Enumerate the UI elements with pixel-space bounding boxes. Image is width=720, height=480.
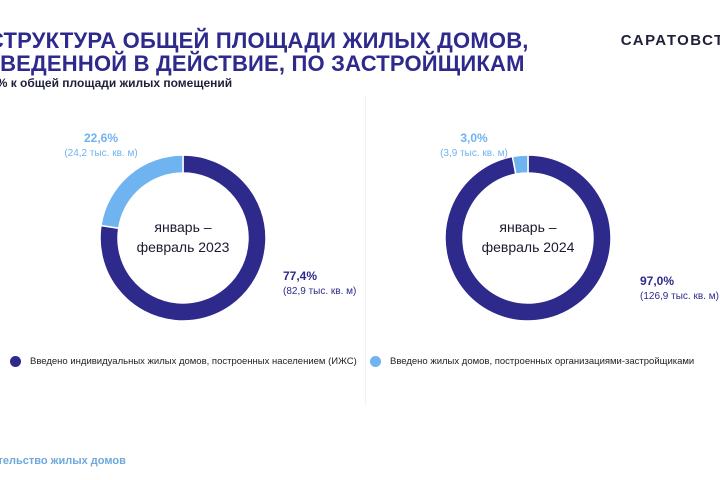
donut-center-label: февраль 2023	[137, 239, 230, 255]
slice-area-label: (3,9 тыс. кв. м)	[440, 148, 508, 159]
donut-slice-developers	[511, 154, 529, 176]
legend-label-developers: Введено жилых домов, построенных организ…	[390, 356, 695, 367]
slice-area-label: (24,2 тыс. кв. м)	[64, 148, 137, 159]
chart-title-line-2: ВВЕДЕННОЙ В ДЕЙСТВИЕ, ПО ЗАСТРОЙЩИКАМ	[0, 51, 525, 76]
donut-slice-developers	[100, 154, 184, 230]
legend-item-izhs: Введено индивидуальных жилых домов, пост…	[10, 356, 357, 367]
donut-center-label: январь –	[154, 219, 211, 235]
donut-center-label: январь –	[499, 219, 556, 235]
chart-title-line-1: СТРУКТУРА ОБЩЕЙ ПЛОЩАДИ ЖИЛЫХ ДОМОВ,	[0, 28, 529, 53]
panel-divider	[365, 95, 366, 405]
slice-percent-label: 97,0%	[640, 274, 674, 288]
legend-marker-dark	[10, 356, 21, 367]
brand-logo-text: САРАТОВСТАТ	[620, 32, 720, 49]
legend-label-izhs: Введено индивидуальных жилых домов, пост…	[30, 356, 357, 367]
donut-chart-2023: 77,4% (82,9 тыс. кв. м) 22,6% (24,2 тыс. кв…	[64, 131, 356, 322]
slice-percent-label: 22,6%	[84, 131, 118, 145]
slice-percent-label: 77,4%	[283, 269, 317, 283]
legend-marker-light	[370, 356, 381, 367]
chart-subtitle: в % к общей площади жилых помещений	[0, 76, 233, 90]
footer-caption: Строительство жилых домов	[0, 455, 126, 467]
donut-chart-2024: 97,0% (126,9 тыс. кв. м) 3,0% (3,9 тыс. кв.…	[440, 131, 719, 322]
donut-center-label: февраль 2024	[482, 239, 575, 255]
slice-area-label: (82,9 тыс. кв. м)	[283, 286, 356, 297]
donut-slice-izhs	[99, 154, 267, 322]
slice-percent-label: 3,0%	[460, 131, 488, 145]
donut-slice-izhs	[444, 154, 612, 322]
legend-item-developers: Введено жилых домов, построенных организ…	[370, 356, 694, 367]
slice-area-label: (126,9 тыс. кв. м)	[640, 291, 719, 302]
